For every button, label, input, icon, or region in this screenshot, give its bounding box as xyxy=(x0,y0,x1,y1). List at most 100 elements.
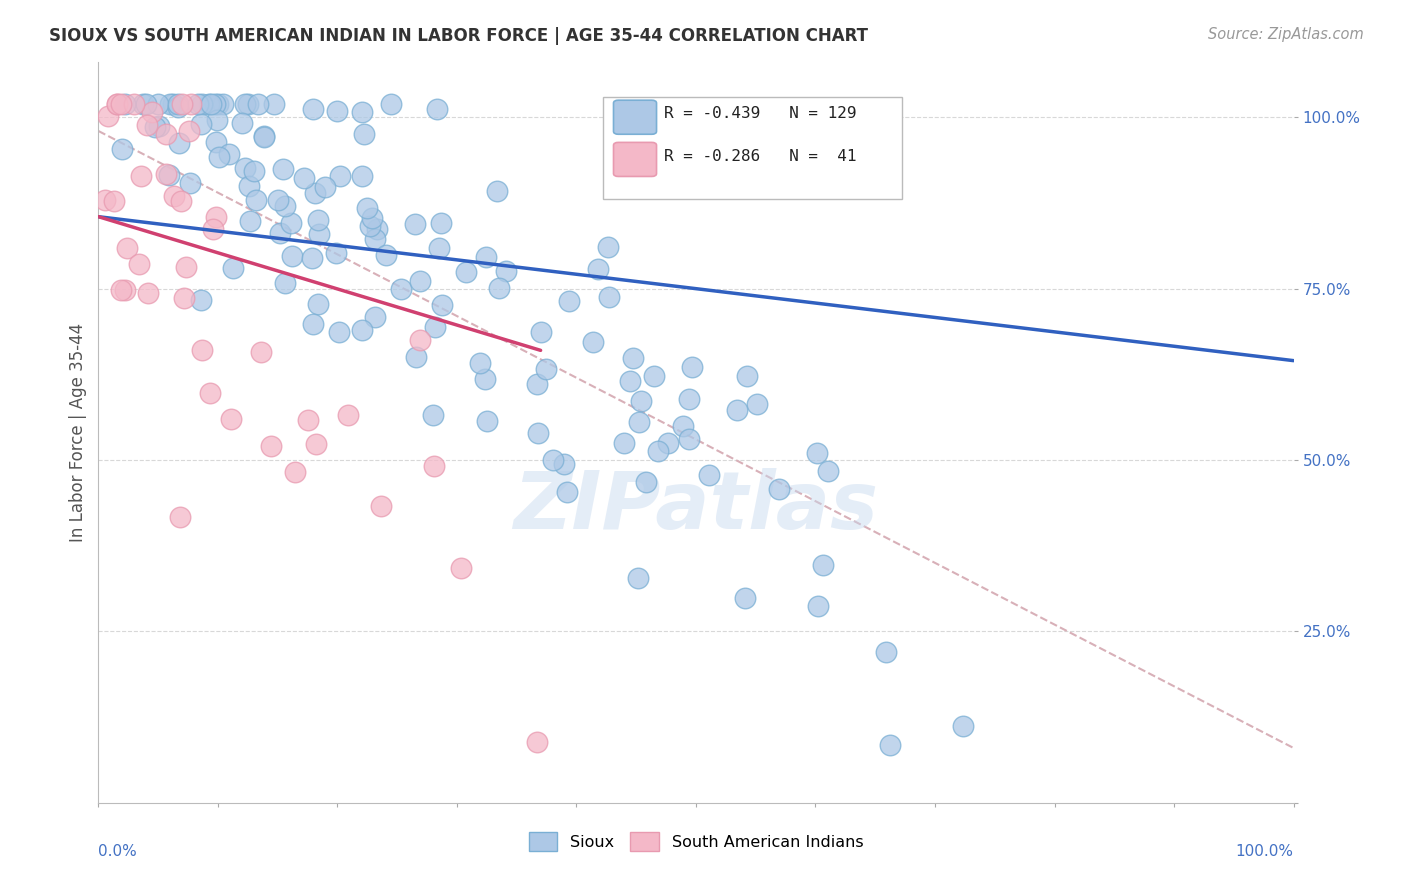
Point xyxy=(177,124,200,138)
Point xyxy=(582,335,605,350)
Point xyxy=(672,419,695,434)
Point xyxy=(526,735,548,749)
Point xyxy=(105,96,128,111)
Point xyxy=(475,414,498,428)
Point xyxy=(115,240,138,254)
Point xyxy=(236,96,259,111)
FancyBboxPatch shape xyxy=(613,143,657,177)
Point xyxy=(359,219,381,233)
Point xyxy=(409,334,432,348)
Point xyxy=(179,176,201,190)
Point xyxy=(328,326,350,340)
Point xyxy=(634,475,657,489)
Point xyxy=(879,738,901,752)
Point xyxy=(170,96,193,111)
Point xyxy=(271,162,294,177)
Point xyxy=(681,360,703,375)
Point xyxy=(190,293,212,307)
Point xyxy=(218,147,240,161)
Point xyxy=(307,297,329,311)
Point xyxy=(430,216,453,230)
Point xyxy=(202,222,225,236)
Point xyxy=(678,392,700,406)
Point xyxy=(105,96,128,111)
Point xyxy=(200,386,222,401)
Point xyxy=(737,369,759,384)
Point xyxy=(389,281,412,295)
Point xyxy=(806,446,828,460)
Point xyxy=(361,211,384,225)
Point xyxy=(239,214,262,228)
Text: ZIPatlas: ZIPatlas xyxy=(513,467,879,546)
Point xyxy=(725,403,748,417)
Point xyxy=(128,257,150,271)
Point xyxy=(180,96,202,111)
Point xyxy=(176,260,198,274)
Point xyxy=(110,142,132,156)
Point xyxy=(219,412,242,426)
Point xyxy=(370,499,392,513)
Point xyxy=(204,136,226,150)
Point xyxy=(302,318,325,332)
Point xyxy=(135,96,157,111)
Point xyxy=(204,210,226,224)
Point xyxy=(425,319,447,334)
Point xyxy=(143,120,166,134)
Point xyxy=(197,96,219,111)
Point xyxy=(352,169,374,183)
Point xyxy=(628,415,651,429)
Point xyxy=(263,96,285,111)
Point xyxy=(190,343,212,357)
Point xyxy=(274,277,297,291)
Point xyxy=(292,171,315,186)
Point xyxy=(205,113,228,128)
Point xyxy=(643,368,665,383)
Point xyxy=(423,458,446,473)
Point xyxy=(474,371,496,385)
Point xyxy=(284,465,307,479)
Point xyxy=(486,185,509,199)
Point xyxy=(247,96,270,111)
Point xyxy=(527,426,550,441)
FancyBboxPatch shape xyxy=(613,100,657,135)
Point xyxy=(811,558,834,573)
Point xyxy=(148,120,170,134)
Point xyxy=(136,285,159,300)
Point xyxy=(200,96,222,111)
Point xyxy=(235,161,257,176)
Point xyxy=(103,194,125,208)
Point xyxy=(555,485,578,500)
Point xyxy=(155,167,177,181)
Point xyxy=(308,227,330,242)
Point xyxy=(135,118,157,132)
Point xyxy=(302,102,325,116)
Point xyxy=(768,482,790,496)
Point xyxy=(475,250,498,264)
Point xyxy=(170,194,193,208)
Point xyxy=(301,251,323,265)
Legend: Sioux, South American Indians: Sioux, South American Indians xyxy=(522,825,870,858)
Point xyxy=(167,100,190,114)
Point xyxy=(380,96,402,111)
Point xyxy=(305,437,328,451)
Point xyxy=(212,96,235,111)
Point xyxy=(374,248,396,262)
Point xyxy=(817,464,839,478)
Point xyxy=(169,136,191,150)
Text: 0.0%: 0.0% xyxy=(98,844,138,858)
Point xyxy=(405,350,427,364)
Point xyxy=(409,274,432,288)
Point xyxy=(233,96,256,111)
Point xyxy=(356,201,378,215)
Point xyxy=(613,436,636,450)
Point xyxy=(190,117,212,131)
Text: R = -0.286   N =  41: R = -0.286 N = 41 xyxy=(664,149,856,164)
Point xyxy=(350,104,373,119)
Point xyxy=(495,264,517,278)
Point xyxy=(697,468,720,483)
Point xyxy=(304,186,326,200)
Text: Source: ZipAtlas.com: Source: ZipAtlas.com xyxy=(1208,27,1364,42)
Point xyxy=(122,96,145,111)
Point xyxy=(162,96,184,111)
Point xyxy=(250,345,273,359)
